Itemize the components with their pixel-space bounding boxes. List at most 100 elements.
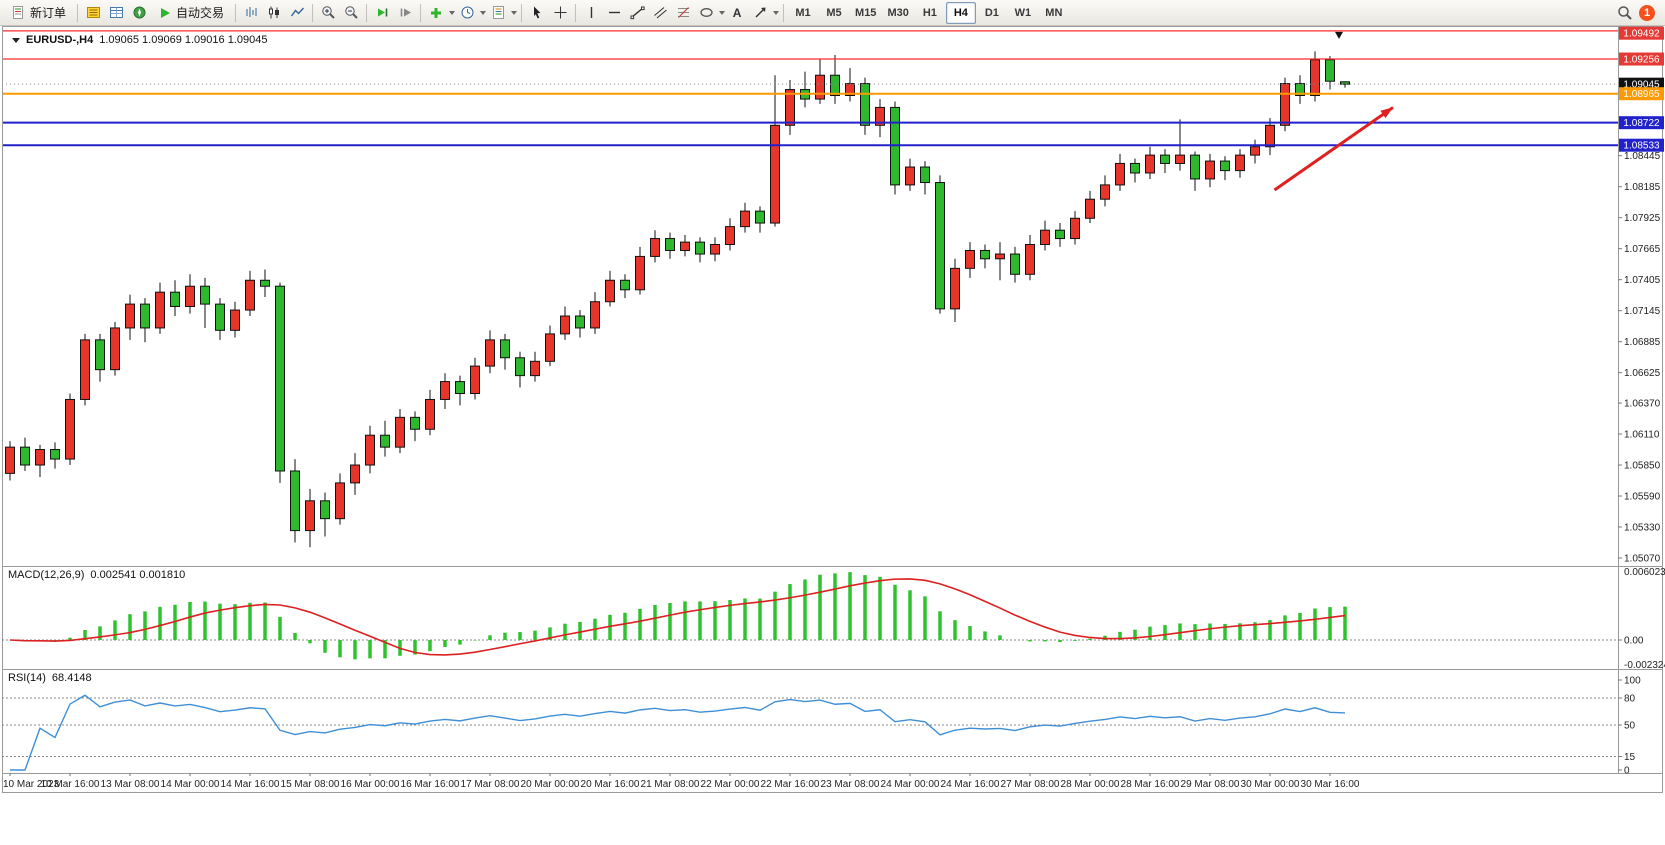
svg-text:1.09492: 1.09492 [1623, 29, 1660, 40]
svg-text:17 Mar 08:00: 17 Mar 08:00 [461, 779, 520, 790]
toolbar-separator [312, 3, 314, 22]
rsi-pane: 100 80 50 15 0 [2, 676, 1641, 777]
svg-text:80: 80 [1624, 694, 1636, 705]
svg-text:15: 15 [1624, 752, 1636, 763]
shapes-dropdown-caret[interactable] [719, 10, 726, 15]
svg-text:20 Mar 16:00: 20 Mar 16:00 [581, 779, 640, 790]
auto-scroll-icon[interactable] [371, 2, 393, 24]
arrow-tools-icon[interactable] [749, 2, 771, 24]
notification-badge[interactable]: 1 [1639, 4, 1655, 21]
svg-text:20 Mar 00:00: 20 Mar 00:00 [521, 779, 580, 790]
svg-text:28 Mar 00:00: 28 Mar 00:00 [1061, 779, 1120, 790]
svg-text:1.06110: 1.06110 [1624, 430, 1660, 441]
svg-text:1.05850: 1.05850 [1624, 461, 1661, 472]
svg-text:1.06885: 1.06885 [1624, 337, 1661, 348]
timeframe-m15[interactable]: M15 [855, 6, 877, 19]
channel-icon[interactable] [649, 2, 671, 24]
svg-text:28 Mar 16:00: 28 Mar 16:00 [1121, 779, 1180, 790]
timeframe-h1[interactable]: H1 [922, 6, 937, 19]
bar-chart-icon[interactable] [240, 2, 262, 24]
svg-text:0.006023: 0.006023 [1624, 567, 1665, 578]
rsi-header: RSI(14) 68.4148 [8, 672, 92, 684]
horizontal-line-icon[interactable] [603, 2, 625, 24]
periods-dropdown-caret[interactable] [480, 10, 487, 15]
crosshair-icon[interactable] [549, 2, 571, 24]
timeframe-w1[interactable]: W1 [1014, 6, 1032, 19]
rsi-value: 68.4148 [51, 672, 92, 684]
svg-text:1.05070: 1.05070 [1624, 554, 1661, 565]
trend-arrow[interactable] [1273, 106, 1394, 192]
chart-shift-icon[interactable] [394, 2, 416, 24]
toolbar-separator [420, 3, 422, 22]
svg-text:1.06370: 1.06370 [1624, 399, 1661, 410]
auto-trading-button[interactable]: 自动交易 [151, 1, 231, 25]
svg-text:27 Mar 08:00: 27 Mar 08:00 [1001, 779, 1060, 790]
horizontal-lines[interactable] [2, 30, 1618, 147]
macd-label: MACD(12,26,9) [8, 569, 85, 581]
svg-text:29 Mar 08:00: 29 Mar 08:00 [1181, 779, 1240, 790]
svg-text:1.09256: 1.09256 [1623, 55, 1660, 66]
new-order-label: 新订单 [30, 6, 67, 20]
search-icon[interactable] [1614, 2, 1636, 24]
toolbar: 新订单 自动交易 A M1 M5 M15 M30 H1 H4 D1 W1 MN … [0, 0, 1665, 26]
zoom-in-icon[interactable] [317, 2, 339, 24]
vertical-line-icon[interactable] [580, 2, 602, 24]
timeframe-d1[interactable]: D1 [984, 6, 999, 19]
macd-values: 0.002541 0.001810 [90, 569, 186, 581]
svg-text:1.08722: 1.08722 [1623, 118, 1660, 129]
new-order-button[interactable]: 新订单 [4, 1, 73, 25]
candlestick-chart-icon[interactable] [263, 2, 285, 24]
timeframe-m1[interactable]: M1 [795, 6, 811, 19]
macd-header: MACD(12,26,9) 0.002541 0.001810 [8, 569, 185, 581]
svg-text:1.08185: 1.08185 [1624, 182, 1661, 193]
svg-text:1.08533: 1.08533 [1623, 141, 1660, 152]
panel-borders [2, 26, 1663, 793]
svg-text:1.05330: 1.05330 [1624, 523, 1661, 534]
macd-pane: 0.006023 0.00 -0.002324 [2, 567, 1665, 671]
chart-window: 1.08445 1.08185 1.07925 1.07665 1.07405 1.071… [0, 26, 1665, 845]
cursor-icon[interactable] [526, 2, 548, 24]
zoom-out-icon[interactable] [340, 2, 362, 24]
toolbar-separator [235, 3, 237, 22]
template-icon[interactable] [487, 2, 509, 24]
line-chart-icon[interactable] [286, 2, 308, 24]
indicators-icon[interactable] [425, 2, 447, 24]
svg-text:1.07405: 1.07405 [1624, 275, 1661, 286]
timeframe-m5[interactable]: M5 [826, 6, 842, 19]
timeframe-mn[interactable]: MN [1045, 6, 1063, 19]
chart-menu-icon[interactable] [12, 37, 20, 43]
svg-text:1.09045: 1.09045 [1623, 80, 1660, 91]
svg-text:1.05590: 1.05590 [1624, 492, 1661, 503]
data-window-icon[interactable] [105, 2, 127, 24]
template-dropdown-caret[interactable] [511, 10, 518, 15]
timeframe-m30[interactable]: M30 [887, 6, 909, 19]
svg-text:14 Mar 16:00: 14 Mar 16:00 [221, 779, 280, 790]
timeframe-h4[interactable]: H4 [945, 1, 976, 24]
new-order-icon [11, 5, 26, 20]
navigator-icon[interactable] [128, 2, 150, 24]
svg-text:1.07145: 1.07145 [1624, 306, 1661, 317]
chart-header: EURUSD-,H4 1.09065 1.09069 1.09016 1.090… [12, 34, 267, 46]
indicators-dropdown-caret[interactable] [449, 10, 456, 15]
svg-text:24 Mar 00:00: 24 Mar 00:00 [881, 779, 940, 790]
svg-text:100: 100 [1624, 676, 1641, 687]
chart-canvas[interactable]: 1.08445 1.08185 1.07925 1.07665 1.07405 1.071… [0, 26, 1665, 845]
svg-text:23 Mar 08:00: 23 Mar 08:00 [821, 779, 880, 790]
toolbar-separator [575, 3, 577, 22]
shapes-icon[interactable] [695, 2, 717, 24]
toolbar-separator [366, 3, 368, 22]
trendline-icon[interactable] [626, 2, 648, 24]
svg-text:30 Mar 16:00: 30 Mar 16:00 [1301, 779, 1360, 790]
svg-text:16 Mar 00:00: 16 Mar 00:00 [341, 779, 400, 790]
toolbar-separator [521, 3, 523, 22]
market-watch-icon[interactable] [82, 2, 104, 24]
svg-text:-0.002324: -0.002324 [1624, 660, 1665, 671]
fibonacci-icon[interactable] [672, 2, 694, 24]
bar-marker [1335, 31, 1343, 39]
arrows-dropdown-caret[interactable] [773, 10, 780, 15]
periods-clock-icon[interactable] [456, 2, 478, 24]
chart-ohlc-values: 1.09065 1.09069 1.09016 1.09045 [99, 34, 268, 46]
text-tool-icon[interactable]: A [726, 2, 748, 24]
